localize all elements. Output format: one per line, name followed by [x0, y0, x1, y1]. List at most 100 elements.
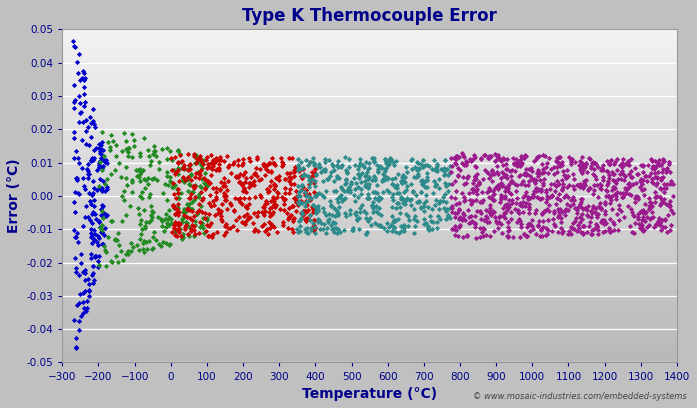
Point — [616, 160, 627, 166]
Point — [363, 166, 374, 173]
Point — [632, 171, 643, 177]
Point — [105, 147, 116, 153]
Point — [440, 183, 451, 189]
Point — [523, 166, 535, 173]
Point — [296, 159, 307, 165]
Point — [297, 211, 308, 218]
Point — [136, 217, 147, 223]
Point — [386, 155, 397, 162]
Point — [171, 220, 182, 226]
Point — [182, 166, 193, 173]
Point — [362, 217, 374, 224]
Point — [422, 184, 433, 190]
Point — [173, 190, 184, 197]
Point — [489, 171, 500, 177]
Point — [305, 211, 316, 218]
Point — [406, 156, 418, 162]
Point — [382, 161, 393, 168]
Point — [388, 217, 399, 223]
Point — [84, 113, 95, 120]
Point — [195, 188, 206, 195]
Point — [286, 175, 297, 181]
Point — [161, 173, 172, 179]
Point — [627, 208, 638, 215]
Point — [240, 204, 251, 210]
Point — [200, 170, 211, 176]
Point — [611, 155, 622, 162]
Point — [647, 213, 658, 220]
Point — [98, 214, 109, 221]
Point — [252, 227, 263, 234]
Point — [569, 226, 580, 233]
Point — [461, 159, 473, 165]
Point — [146, 176, 158, 183]
Point — [642, 178, 653, 185]
Point — [238, 185, 250, 192]
Point — [201, 222, 213, 228]
Point — [229, 208, 240, 214]
Point — [94, 149, 105, 156]
Point — [237, 187, 248, 194]
Point — [558, 172, 569, 178]
Point — [150, 237, 161, 244]
Point — [259, 161, 270, 168]
Point — [330, 212, 342, 219]
Point — [161, 155, 172, 162]
Point — [454, 215, 465, 222]
Point — [418, 203, 429, 210]
Point — [503, 219, 514, 225]
Point — [97, 185, 108, 191]
Point — [302, 206, 314, 213]
Point — [147, 246, 158, 253]
Point — [330, 188, 342, 195]
Point — [70, 344, 82, 350]
Point — [360, 215, 372, 221]
Point — [341, 188, 352, 194]
Point — [364, 181, 375, 187]
Point — [293, 188, 305, 195]
Point — [589, 172, 600, 179]
Point — [597, 162, 608, 168]
Point — [650, 221, 661, 228]
Point — [609, 184, 620, 191]
Point — [537, 218, 549, 225]
Point — [238, 156, 249, 162]
Point — [199, 175, 210, 182]
Point — [603, 178, 614, 184]
Point — [190, 153, 201, 160]
Point — [487, 197, 498, 204]
Point — [164, 242, 175, 248]
Point — [127, 188, 138, 195]
Point — [422, 224, 434, 230]
Point — [645, 170, 657, 177]
Point — [657, 159, 668, 165]
Point — [498, 210, 510, 217]
Point — [411, 159, 422, 165]
Point — [567, 220, 579, 226]
Point — [597, 228, 608, 235]
Point — [586, 210, 597, 217]
Point — [390, 204, 401, 211]
Point — [470, 173, 481, 179]
Point — [167, 184, 178, 190]
Point — [603, 171, 614, 178]
Point — [452, 172, 464, 178]
Point — [382, 157, 393, 164]
Point — [398, 228, 409, 234]
Point — [160, 215, 171, 222]
Point — [503, 181, 514, 188]
Point — [588, 159, 599, 166]
Point — [659, 158, 670, 164]
Point — [523, 204, 534, 211]
Point — [77, 119, 89, 126]
Point — [250, 226, 261, 232]
Point — [283, 224, 294, 231]
Point — [398, 188, 409, 195]
Point — [635, 224, 646, 231]
Point — [148, 208, 159, 215]
Point — [605, 197, 616, 203]
Point — [659, 217, 671, 224]
Point — [169, 182, 181, 188]
Point — [218, 175, 229, 182]
Point — [542, 193, 553, 199]
